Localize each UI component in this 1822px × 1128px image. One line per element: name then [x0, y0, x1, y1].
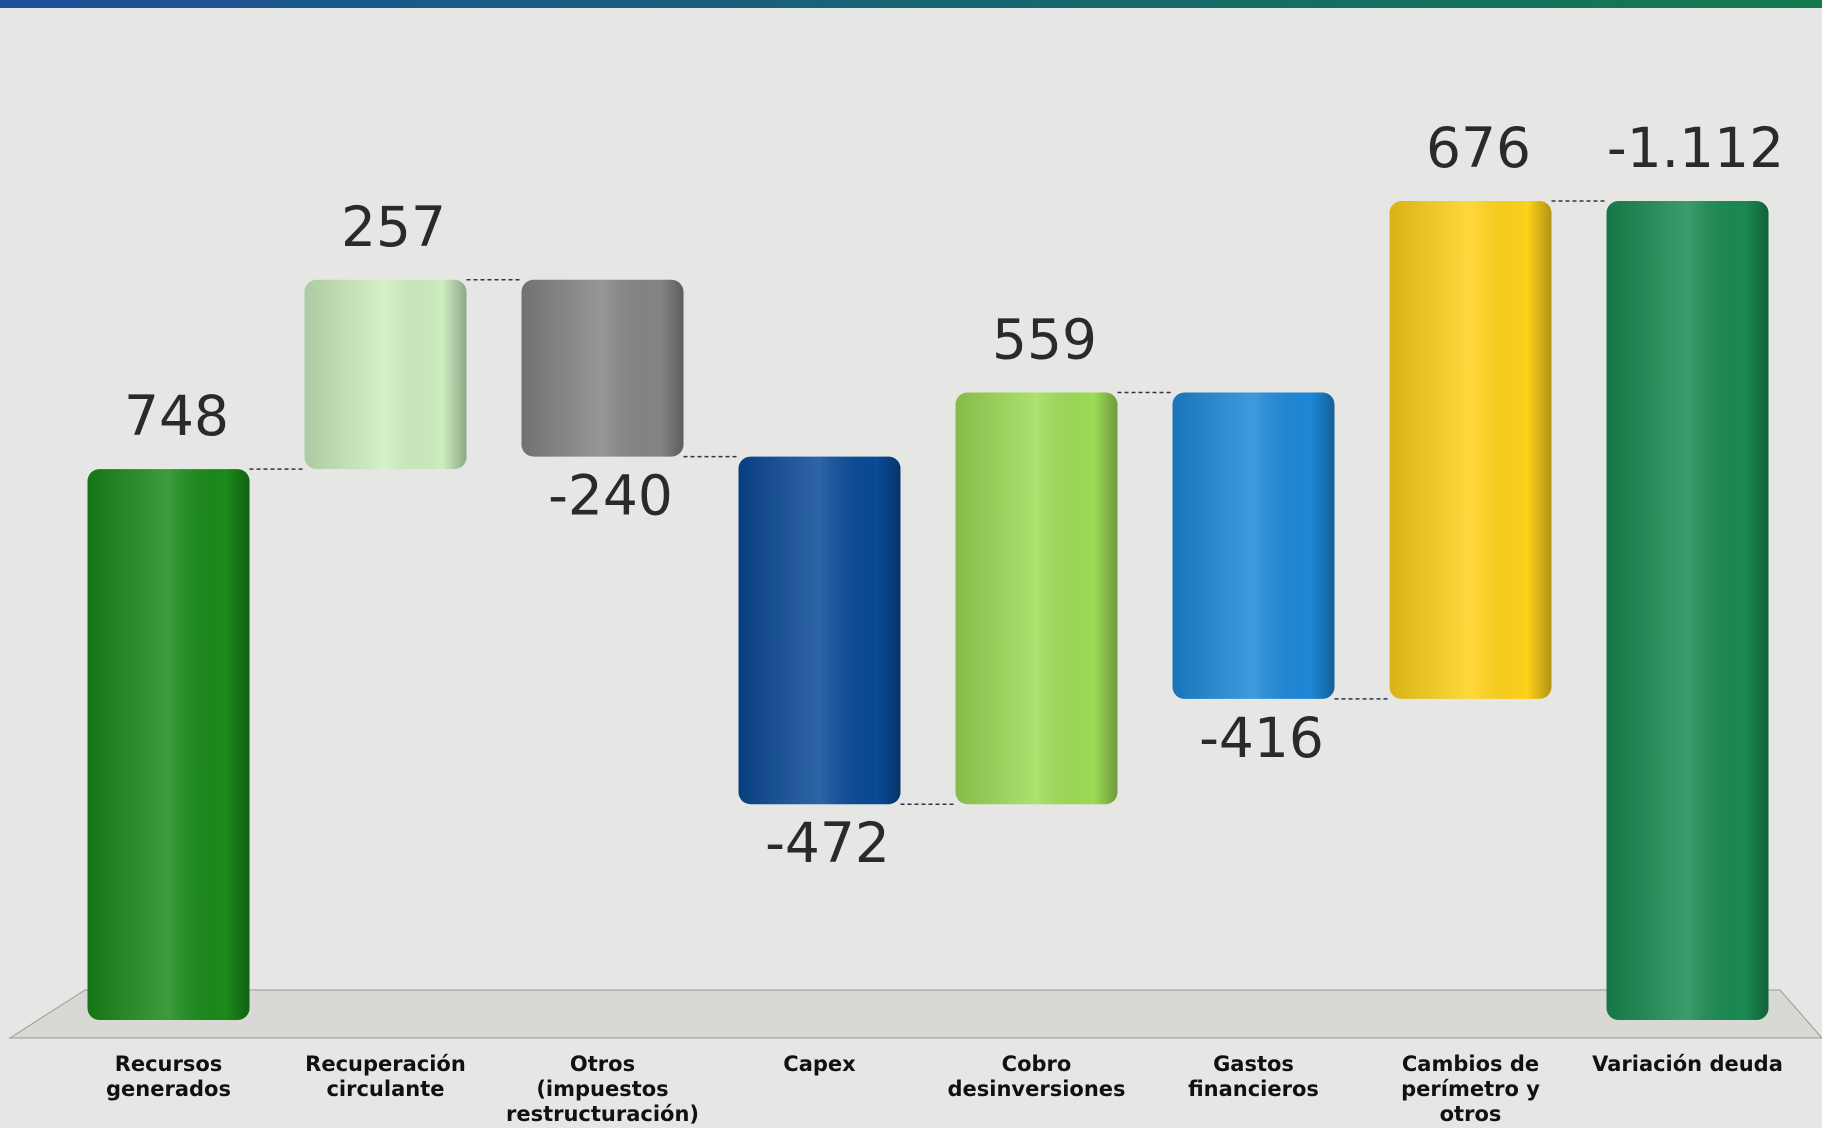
- x-tick-label: Recuperación circulante: [286, 1052, 486, 1102]
- x-tick-label: Cambios de perímetro y otros: [1371, 1052, 1571, 1127]
- chart: 748 257 -240 -472 559 -416 676 -1.112: [0, 0, 1822, 1128]
- bar-shade: [305, 280, 467, 469]
- value-label: -1.112: [1607, 116, 1784, 180]
- x-tick-label: Capex: [720, 1052, 920, 1077]
- value-label: 257: [341, 195, 446, 259]
- bar-shade: [739, 457, 901, 805]
- value-label: 748: [124, 384, 229, 448]
- x-tick-label: Gastos financieros: [1154, 1052, 1354, 1102]
- bar-shade: [1173, 392, 1335, 698]
- value-label: -472: [765, 811, 890, 875]
- bar-shade: [1607, 201, 1769, 1020]
- value-label: -416: [1199, 706, 1324, 770]
- x-tick-label: Cobro desinversiones: [937, 1052, 1137, 1102]
- value-label: 676: [1426, 116, 1531, 180]
- top-stripe: [0, 0, 1822, 8]
- x-tick-label: Variación deuda: [1588, 1052, 1788, 1077]
- x-tick-label: Otros (impuestos restructuración): [503, 1052, 703, 1127]
- page: 748257-240-472559-416676-1.112 (() => { …: [0, 0, 1822, 1128]
- bar-shade: [522, 280, 684, 457]
- x-tick-label: Recursos generados: [69, 1052, 269, 1102]
- bar-shade: [88, 469, 250, 1020]
- bar-shade: [1390, 201, 1552, 699]
- floor: [10, 990, 1822, 1038]
- value-label: 559: [992, 307, 1097, 371]
- value-label: -240: [548, 464, 673, 528]
- bar-shade: [956, 392, 1118, 804]
